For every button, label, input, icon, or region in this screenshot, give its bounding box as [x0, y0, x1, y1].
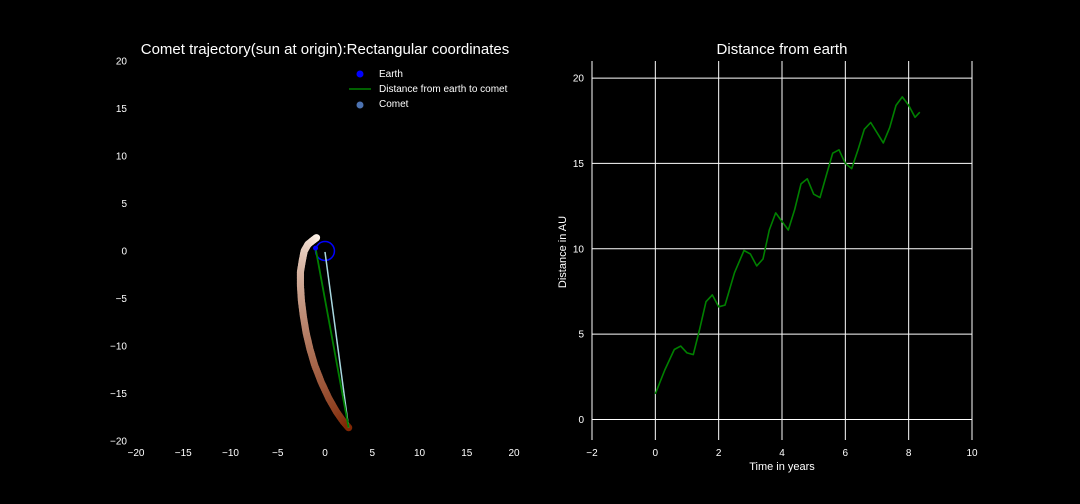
trajectory-x-tick-label: −15	[175, 448, 192, 459]
trajectory-x-tick-label: 10	[414, 448, 426, 459]
distance-x-tick-label: 6	[843, 448, 849, 459]
trajectory-x-ticks: −20 −15 −10 −5 0 5 10 15 20	[128, 448, 520, 459]
distance-y-tick-label: 15	[573, 159, 585, 170]
trajectory-y-tick-label: 5	[121, 199, 127, 210]
distance-y-tick-label: 20	[573, 74, 585, 85]
secondary-line	[324, 251, 350, 428]
legend-comet-marker	[356, 101, 364, 109]
trajectory-x-tick-label: 0	[322, 448, 328, 459]
distance-x-tick-label: 4	[779, 448, 785, 459]
trajectory-y-tick-label: 0	[121, 247, 127, 258]
distance-y-tick-label: 10	[573, 244, 585, 255]
trajectory-y-ticks: −20 −15 −10 −5 0 5 10 15 20	[110, 57, 127, 448]
legend-distance-label: Distance from earth to comet	[379, 84, 508, 95]
trajectory-x-tick-label: −5	[272, 448, 284, 459]
trajectory-y-tick-label: −5	[116, 294, 128, 305]
trajectory-plot-area	[296, 234, 353, 432]
legend-earth-marker	[356, 70, 364, 78]
distance-x-axis-label: Time in years	[749, 461, 815, 473]
distance-x-tick-label: 10	[966, 448, 978, 459]
distance-x-tick-label: 0	[653, 448, 659, 459]
trajectory-y-tick-label: 15	[116, 104, 128, 115]
trajectory-legend: Earth Distance from earth to comet Comet	[349, 69, 508, 110]
trajectory-y-tick-label: −20	[110, 437, 127, 448]
trajectory-y-tick-label: −10	[110, 342, 127, 353]
trajectory-chart: Comet trajectory(sun at origin):Rectangu…	[110, 41, 520, 459]
distance-x-tick-label: −2	[586, 448, 598, 459]
distance-x-ticks: −2 0 2 4 6 8 10	[586, 448, 978, 459]
distance-y-axis-label: Distance in AU	[557, 216, 569, 288]
trajectory-x-tick-label: 5	[369, 448, 375, 459]
distance-y-tick-label: 5	[578, 330, 584, 341]
trajectory-x-tick-label: 20	[508, 448, 520, 459]
trajectory-y-tick-label: 20	[116, 57, 128, 68]
trajectory-title: Comet trajectory(sun at origin):Rectangu…	[141, 41, 510, 58]
distance-chart: Distance from earth 0 5 10 15 20 −2 0 2 4 6 8 10 T…	[557, 41, 978, 473]
distance-y-tick-label: 0	[578, 415, 584, 426]
distance-title: Distance from earth	[717, 41, 848, 58]
distance-series-line	[654, 96, 921, 395]
trajectory-x-tick-label: −10	[222, 448, 239, 459]
distance-x-tick-label: 2	[716, 448, 722, 459]
trajectory-x-tick-label: 15	[461, 448, 473, 459]
distance-plot-area	[654, 96, 921, 395]
earth-point	[313, 245, 319, 251]
distance-y-ticks: 0 5 10 15 20	[573, 74, 585, 426]
distance-x-tick-label: 8	[906, 448, 912, 459]
trajectory-y-tick-label: 10	[116, 152, 128, 163]
trajectory-y-tick-label: −15	[110, 389, 127, 400]
earth-to-comet-line	[314, 247, 350, 428]
trajectory-x-tick-label: −20	[128, 448, 145, 459]
distance-grid	[591, 61, 973, 440]
legend-earth-label: Earth	[379, 69, 403, 80]
legend-comet-label: Comet	[379, 99, 409, 110]
